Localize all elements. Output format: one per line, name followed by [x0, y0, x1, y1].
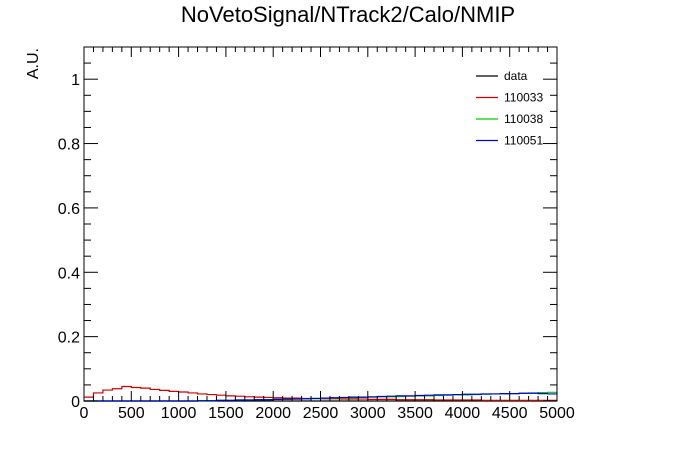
x-tick-label: 2500	[303, 405, 339, 422]
y-tick-label: 1	[71, 72, 80, 89]
y-tick-label: 0	[71, 394, 80, 411]
x-tick-label: 0	[80, 405, 89, 422]
x-tick-label: 4500	[492, 405, 528, 422]
x-tick-label: 1500	[208, 405, 244, 422]
legend-label-110038: 110038	[504, 112, 543, 126]
x-tick-label: 500	[118, 405, 145, 422]
plot-frame	[83, 46, 558, 402]
legend-label-data: data	[504, 69, 528, 83]
x-tick-label: 5000	[539, 405, 575, 422]
y-tick-label: 0.2	[58, 330, 80, 347]
y-axis-label: A.U.	[25, 48, 42, 79]
x-tick-label: 3000	[350, 405, 386, 422]
legend-label-110051: 110051	[504, 134, 543, 148]
x-tick-label: 2000	[255, 405, 291, 422]
x-tick-label: 1000	[161, 405, 197, 422]
legend-label-110033: 110033	[504, 91, 543, 105]
y-tick-label: 0.4	[58, 265, 80, 282]
y-tick-label: 0.8	[58, 137, 80, 154]
chart-title: NoVetoSignal/NTrack2/Calo/NMIP	[180, 2, 516, 27]
x-tick-label: 4000	[445, 405, 481, 422]
y-tick-label: 0.6	[58, 201, 80, 218]
x-tick-label: 3500	[397, 405, 433, 422]
